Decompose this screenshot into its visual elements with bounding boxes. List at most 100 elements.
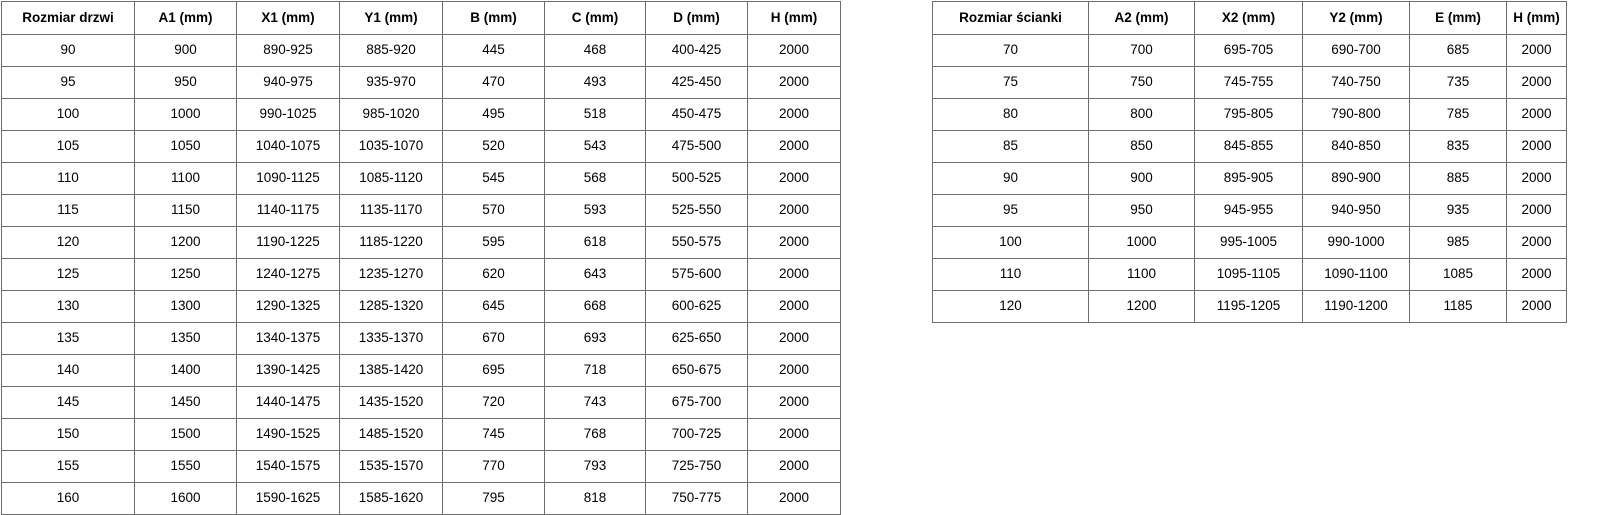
table-cell: 695 [442, 354, 545, 387]
table-row: 145 1450 1440-1475 1435-1520 720 743 675-700 20… [1, 386, 841, 419]
table-cell: 130 [1, 290, 135, 323]
table-cell: 2000 [747, 98, 841, 131]
table-cell: 1035-1070 [339, 130, 443, 163]
table-cell: 1100 [134, 162, 237, 195]
table-row: 115 1150 1140-1175 1135-1170 570 593 525-550 20… [1, 194, 841, 227]
table-cell: 645 [442, 290, 545, 323]
table-cell: 668 [544, 290, 646, 323]
table-row: 85 850 845-855 840-850 835 2000 [932, 130, 1567, 163]
table-cell: 675-700 [645, 386, 748, 419]
table-cell: 768 [544, 418, 646, 451]
table-cell: 740-750 [1302, 66, 1410, 99]
table-cell: 2000 [1506, 162, 1567, 195]
table-cell: 890-900 [1302, 162, 1410, 195]
table-cell: 1200 [1088, 290, 1195, 323]
table-cell: 2000 [747, 226, 841, 259]
table-row: 95 950 940-975 935-970 470 493 425-450 2000 [1, 66, 841, 99]
table-cell: 70 [932, 34, 1089, 67]
table-cell: 890-925 [236, 34, 340, 67]
table-cell: 575-600 [645, 258, 748, 291]
table-cell: 545 [442, 162, 545, 195]
table-cell: 1085 [1409, 258, 1507, 291]
column-header: D (mm) [645, 1, 748, 35]
table-cell: 2000 [747, 34, 841, 67]
table-cell: 1095-1105 [1194, 258, 1303, 291]
table-cell: 135 [1, 322, 135, 355]
table-cell: 2000 [747, 194, 841, 227]
table-cell: 475-500 [645, 130, 748, 163]
table-cell: 670 [442, 322, 545, 355]
table-cell: 2000 [747, 386, 841, 419]
table-cell: 2000 [1506, 226, 1567, 259]
table-cell: 1195-1205 [1194, 290, 1303, 323]
table-cell: 690-700 [1302, 34, 1410, 67]
table-cell: 1440-1475 [236, 386, 340, 419]
table-cell: 500-525 [645, 162, 748, 195]
table-cell: 720 [442, 386, 545, 419]
table-cell: 75 [932, 66, 1089, 99]
table-cell: 115 [1, 194, 135, 227]
table-cell: 900 [134, 34, 237, 67]
column-header: E (mm) [1409, 1, 1507, 35]
table-cell: 1240-1275 [236, 258, 340, 291]
table-cell: 120 [1, 226, 135, 259]
table-cell: 1100 [1088, 258, 1195, 291]
table-cell: 818 [544, 482, 646, 515]
table-cell: 700 [1088, 34, 1195, 67]
door-size-table-header: Rozmiar drzwi A1 (mm) X1 (mm) Y1 (mm) B (mm)… [1, 1, 841, 35]
table-cell: 1300 [134, 290, 237, 323]
table-row: 110 1100 1090-1125 1085-1120 545 568 500-525 20… [1, 162, 841, 195]
table-cell: 90 [1, 34, 135, 67]
table-cell: 940-975 [236, 66, 340, 99]
table-row: 120 1200 1190-1225 1185-1220 595 618 550-575 20… [1, 226, 841, 259]
table-cell: 125 [1, 258, 135, 291]
table-cell: 785 [1409, 98, 1507, 131]
table-cell: 568 [544, 162, 646, 195]
column-header: Y2 (mm) [1302, 1, 1410, 35]
table-cell: 885-920 [339, 34, 443, 67]
table-row: 125 1250 1240-1275 1235-1270 620 643 575-600 20… [1, 258, 841, 291]
table-header-row: Rozmiar drzwi A1 (mm) X1 (mm) Y1 (mm) B (mm)… [1, 1, 841, 35]
table-cell: 105 [1, 130, 135, 163]
table-cell: 2000 [747, 418, 841, 451]
table-cell: 718 [544, 354, 646, 387]
column-header: A2 (mm) [1088, 1, 1195, 35]
table-row: 140 1400 1390-1425 1385-1420 695 718 650-675 20… [1, 354, 841, 387]
table-cell: 1190-1200 [1302, 290, 1410, 323]
table-cell: 1390-1425 [236, 354, 340, 387]
table-cell: 1335-1370 [339, 322, 443, 355]
table-cell: 1190-1225 [236, 226, 340, 259]
table-cell: 90 [932, 162, 1089, 195]
table-cell: 2000 [747, 354, 841, 387]
table-cell: 620 [442, 258, 545, 291]
table-row: 75 750 745-755 740-750 735 2000 [932, 66, 1567, 99]
table-cell: 1450 [134, 386, 237, 419]
table-row: 80 800 795-805 790-800 785 2000 [932, 98, 1567, 131]
table-cell: 990-1025 [236, 98, 340, 131]
table-cell: 140 [1, 354, 135, 387]
table-cell: 650-675 [645, 354, 748, 387]
table-cell: 2000 [1506, 290, 1567, 323]
table-cell: 520 [442, 130, 545, 163]
table-cell: 1040-1075 [236, 130, 340, 163]
table-cell: 745 [442, 418, 545, 451]
table-cell: 950 [134, 66, 237, 99]
table-cell: 2000 [1506, 34, 1567, 67]
table-cell: 745-755 [1194, 66, 1303, 99]
table-cell: 1090-1100 [1302, 258, 1410, 291]
table-cell: 145 [1, 386, 135, 419]
table-row: 135 1350 1340-1375 1335-1370 670 693 625-650 20… [1, 322, 841, 355]
table-cell: 990-1000 [1302, 226, 1410, 259]
column-header: B (mm) [442, 1, 545, 35]
table-cell: 790-800 [1302, 98, 1410, 131]
table-cell: 995-1005 [1194, 226, 1303, 259]
table-cell: 1600 [134, 482, 237, 515]
table-cell: 2000 [747, 322, 841, 355]
table-header-row: Rozmiar ścianki A2 (mm) X2 (mm) Y2 (mm) E (m… [932, 1, 1567, 35]
table-cell: 95 [1, 66, 135, 99]
wall-panel-size-table-header: Rozmiar ścianki A2 (mm) X2 (mm) Y2 (mm) E (m… [932, 1, 1567, 35]
table-cell: 570 [442, 194, 545, 227]
table-cell: 770 [442, 450, 545, 483]
table-cell: 150 [1, 418, 135, 451]
table-cell: 693 [544, 322, 646, 355]
